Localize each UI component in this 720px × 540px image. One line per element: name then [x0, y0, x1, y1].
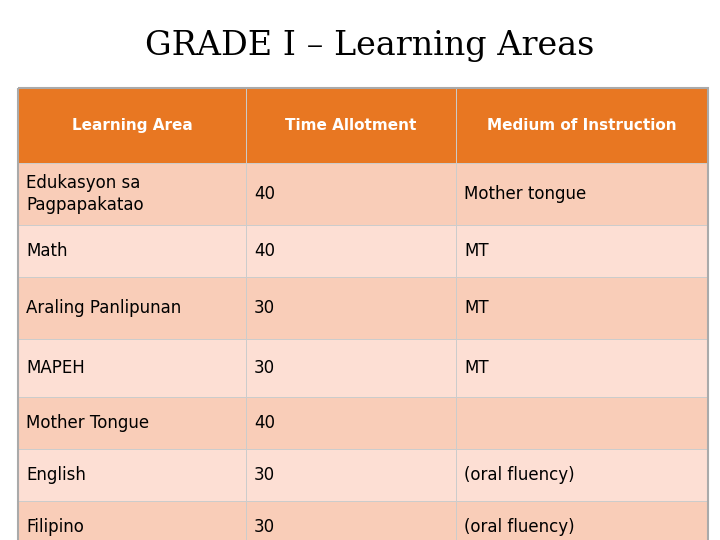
Text: 40: 40	[254, 185, 275, 203]
Text: Math: Math	[26, 242, 68, 260]
FancyBboxPatch shape	[246, 163, 456, 225]
Text: Filipino: Filipino	[26, 518, 84, 536]
Text: Medium of Instruction: Medium of Instruction	[487, 118, 677, 133]
Text: 40: 40	[254, 414, 275, 432]
FancyBboxPatch shape	[246, 339, 456, 397]
FancyBboxPatch shape	[456, 277, 708, 339]
Text: MT: MT	[464, 299, 489, 317]
FancyBboxPatch shape	[456, 88, 708, 163]
FancyBboxPatch shape	[456, 339, 708, 397]
Text: Araling Panlipunan: Araling Panlipunan	[26, 299, 181, 317]
FancyBboxPatch shape	[456, 501, 708, 540]
Text: Mother tongue: Mother tongue	[464, 185, 586, 203]
FancyBboxPatch shape	[456, 397, 708, 449]
FancyBboxPatch shape	[246, 277, 456, 339]
Text: 30: 30	[254, 359, 275, 377]
FancyBboxPatch shape	[18, 449, 246, 501]
FancyBboxPatch shape	[18, 277, 246, 339]
Text: Learning Area: Learning Area	[71, 118, 192, 133]
FancyBboxPatch shape	[246, 501, 456, 540]
FancyBboxPatch shape	[246, 449, 456, 501]
FancyBboxPatch shape	[456, 449, 708, 501]
FancyBboxPatch shape	[18, 163, 246, 225]
Text: 30: 30	[254, 466, 275, 484]
Text: English: English	[26, 466, 86, 484]
FancyBboxPatch shape	[18, 339, 246, 397]
FancyBboxPatch shape	[246, 88, 456, 163]
Text: Time Allotment: Time Allotment	[285, 118, 417, 133]
FancyBboxPatch shape	[246, 225, 456, 277]
Text: Mother Tongue: Mother Tongue	[26, 414, 149, 432]
FancyBboxPatch shape	[246, 397, 456, 449]
Text: GRADE I – Learning Areas: GRADE I – Learning Areas	[145, 30, 595, 62]
Text: Edukasyon sa
Pagpapakatao: Edukasyon sa Pagpapakatao	[26, 174, 143, 214]
FancyBboxPatch shape	[18, 397, 246, 449]
FancyBboxPatch shape	[18, 225, 246, 277]
Text: 30: 30	[254, 299, 275, 317]
FancyBboxPatch shape	[18, 88, 246, 163]
FancyBboxPatch shape	[456, 163, 708, 225]
Text: 40: 40	[254, 242, 275, 260]
FancyBboxPatch shape	[456, 225, 708, 277]
Text: (oral fluency): (oral fluency)	[464, 518, 575, 536]
Text: MAPEH: MAPEH	[26, 359, 85, 377]
Text: MT: MT	[464, 242, 489, 260]
Text: MT: MT	[464, 359, 489, 377]
FancyBboxPatch shape	[18, 501, 246, 540]
Text: (oral fluency): (oral fluency)	[464, 466, 575, 484]
Text: 30: 30	[254, 518, 275, 536]
